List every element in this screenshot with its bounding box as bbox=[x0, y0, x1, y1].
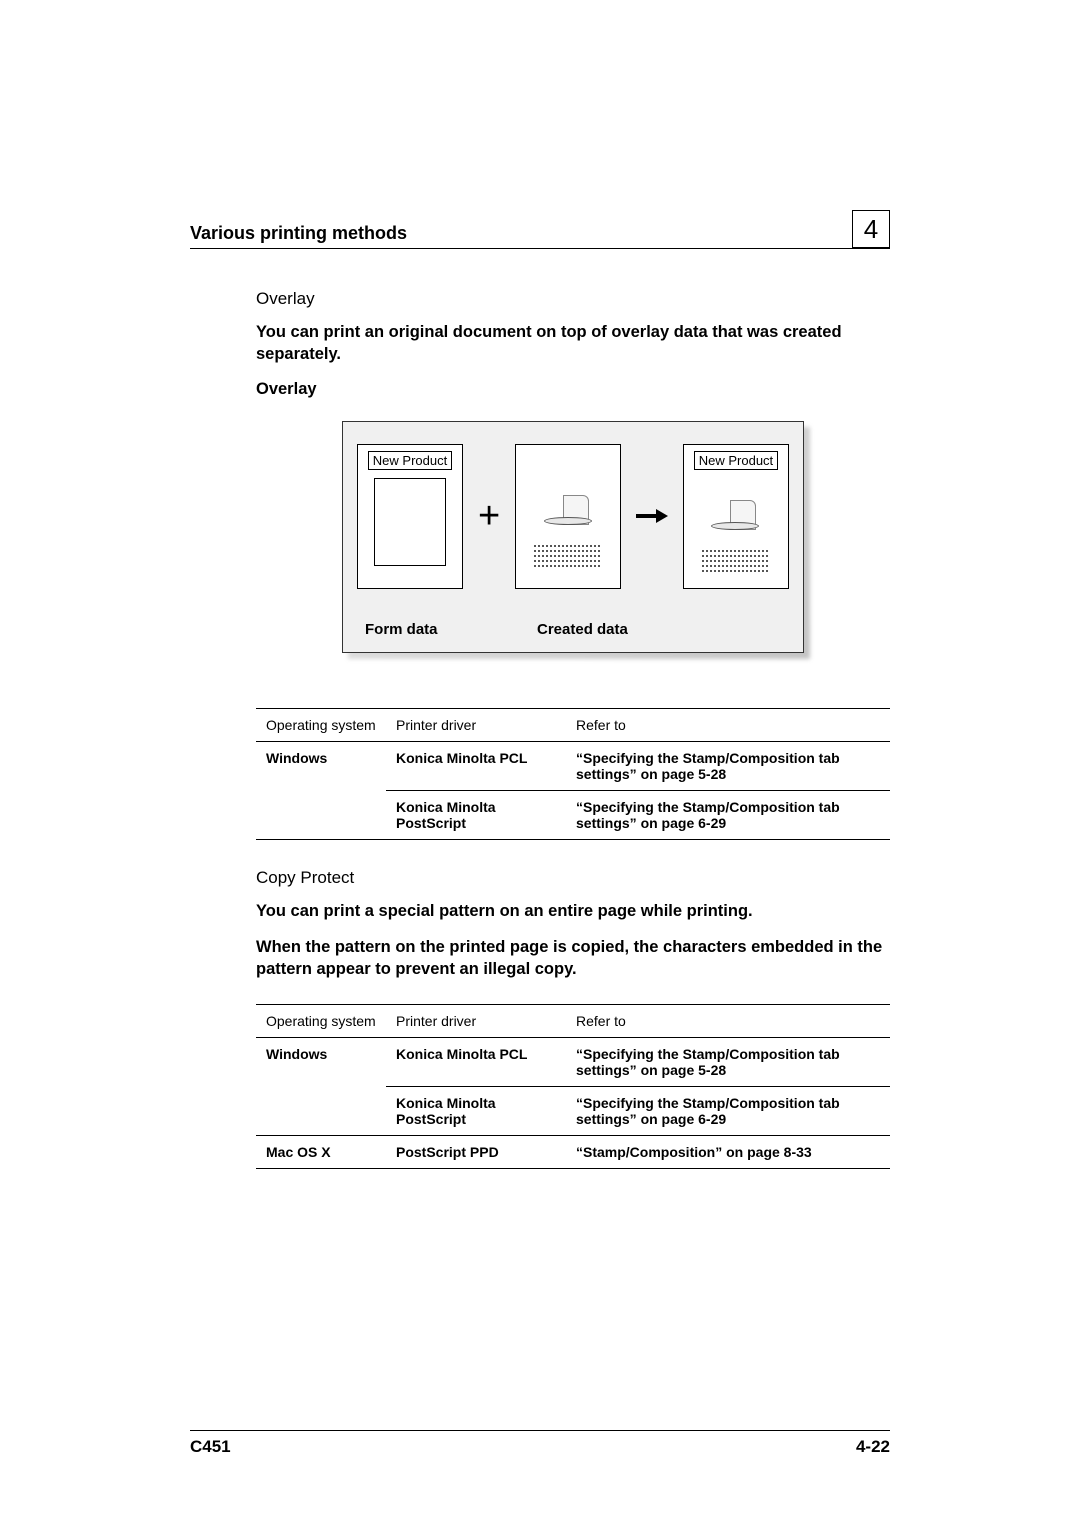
copyprotect-section-title: Copy Protect bbox=[256, 868, 890, 888]
table-cell: Konica Minolta PostScript bbox=[386, 1087, 566, 1136]
table-cell: PostScript PPD bbox=[386, 1136, 566, 1169]
page-footer: C451 4-22 bbox=[190, 1430, 890, 1457]
result-page-icon: New Product bbox=[683, 444, 789, 589]
table-row: Windows Konica Minolta PCL “Specifying t… bbox=[256, 1038, 890, 1087]
text-lines-icon bbox=[534, 545, 602, 570]
copyprotect-table: Operating system Printer driver Refer to… bbox=[256, 1004, 890, 1169]
diagram-box: New Product + bbox=[342, 421, 804, 653]
form-data-page-icon: New Product bbox=[357, 444, 463, 589]
caption-form-data: Form data bbox=[365, 621, 537, 638]
table-cell: Konica Minolta PostScript bbox=[386, 790, 566, 839]
copyprotect-p2: When the pattern on the printed page is … bbox=[256, 936, 890, 981]
table-header: Operating system bbox=[256, 1005, 386, 1038]
table-row: Mac OS X PostScript PPD “Stamp/Compositi… bbox=[256, 1136, 890, 1169]
arrow-icon bbox=[636, 511, 668, 521]
copyprotect-p1: You can print a special pattern on an en… bbox=[256, 900, 890, 922]
overlay-table: Operating system Printer driver Refer to… bbox=[256, 708, 890, 840]
table-cell: “Specifying the Stamp/Composition tab se… bbox=[566, 741, 890, 790]
table-cell: Mac OS X bbox=[256, 1136, 386, 1169]
text-lines-icon bbox=[702, 550, 770, 575]
document-graphic-icon bbox=[708, 500, 763, 540]
overlay-section-title: Overlay bbox=[256, 289, 890, 309]
plus-icon: + bbox=[478, 497, 500, 535]
table-cell: “Specifying the Stamp/Composition tab se… bbox=[566, 1087, 890, 1136]
table-header-row: Operating system Printer driver Refer to bbox=[256, 708, 890, 741]
header-title: Various printing methods bbox=[190, 223, 407, 244]
main-content: Overlay You can print an original docume… bbox=[190, 289, 890, 1169]
blank-box-icon bbox=[374, 478, 446, 566]
chapter-number-box: 4 bbox=[852, 210, 890, 248]
table-cell: Konica Minolta PCL bbox=[386, 1038, 566, 1087]
created-data-page-icon bbox=[515, 444, 621, 589]
table-header-row: Operating system Printer driver Refer to bbox=[256, 1005, 890, 1038]
overlay-subheading: Overlay bbox=[256, 380, 890, 399]
overlay-diagram: New Product + bbox=[342, 421, 804, 653]
table-cell: “Specifying the Stamp/Composition tab se… bbox=[566, 790, 890, 839]
table-row: Windows Konica Minolta PCL “Specifying t… bbox=[256, 741, 890, 790]
diagram-captions: Form data Created data bbox=[357, 621, 789, 638]
footer-page-number: 4-22 bbox=[856, 1437, 890, 1457]
table-header: Printer driver bbox=[386, 1005, 566, 1038]
document-page: Various printing methods 4 Overlay You c… bbox=[0, 0, 1080, 1169]
footer-model: C451 bbox=[190, 1437, 231, 1457]
caption-created-data: Created data bbox=[537, 621, 628, 638]
result-label-box: New Product bbox=[694, 451, 778, 470]
table-header: Printer driver bbox=[386, 708, 566, 741]
table-header: Refer to bbox=[566, 1005, 890, 1038]
table-header: Operating system bbox=[256, 708, 386, 741]
table-cell: Windows bbox=[256, 741, 386, 839]
page-header: Various printing methods 4 bbox=[190, 210, 890, 249]
table-cell: Konica Minolta PCL bbox=[386, 741, 566, 790]
table-cell: Windows bbox=[256, 1038, 386, 1136]
table-cell: “Specifying the Stamp/Composition tab se… bbox=[566, 1038, 890, 1087]
form-label-box: New Product bbox=[368, 451, 452, 470]
document-graphic-icon bbox=[541, 495, 596, 535]
diagram-row: New Product + bbox=[357, 444, 789, 589]
table-cell: “Stamp/Composition” on page 8-33 bbox=[566, 1136, 890, 1169]
overlay-intro-text: You can print an original document on to… bbox=[256, 321, 890, 366]
table-header: Refer to bbox=[566, 708, 890, 741]
